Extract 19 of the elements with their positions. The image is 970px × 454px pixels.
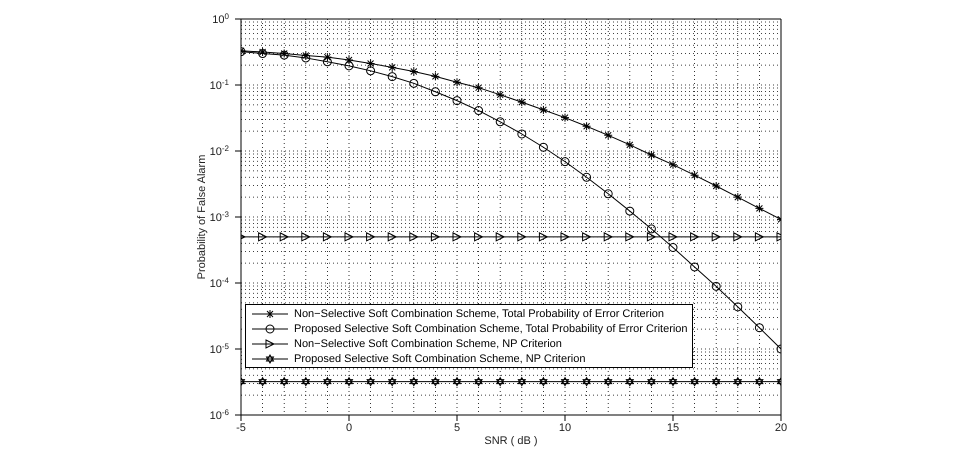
x-axis-title: SNR ( dB ): [484, 435, 538, 447]
y-tick-label: 10$^{-3}$: [210, 210, 230, 224]
y-tick-label: 10$^{-1}$: [210, 78, 230, 92]
y-axis-title: Probability of False Alarm: [196, 154, 208, 280]
x-tick-label: 5: [454, 422, 460, 434]
x-tick-label: -5: [236, 422, 246, 434]
x-tick-label: 0: [346, 422, 352, 434]
legend-label: Proposed Selective Soft Combination Scheme, Total Probability of Error Criterion: [294, 322, 688, 334]
y-tick-label: 10$^{-2}$: [210, 144, 230, 158]
y-tick-label: 10$^{-6}$: [210, 408, 230, 422]
y-tick-label: 10$^{-5}$: [210, 342, 230, 356]
x-tick-label: 10: [558, 422, 572, 434]
legend-label: Non−Selective Soft Combination Scheme, NP Criterion: [294, 338, 562, 350]
y-tick-label: 10$^{0}$: [212, 12, 230, 26]
y-tick-label: 10$^{-4}$: [210, 276, 230, 290]
x-tick-label: 15: [666, 422, 680, 434]
legend-label: Non−Selective Soft Combination Scheme, Total Probability of Error Criterion: [294, 308, 664, 320]
legend-label: Proposed Selective Soft Combination Scheme, NP Criterion: [294, 352, 586, 364]
x-tick-label: 20: [774, 422, 788, 434]
